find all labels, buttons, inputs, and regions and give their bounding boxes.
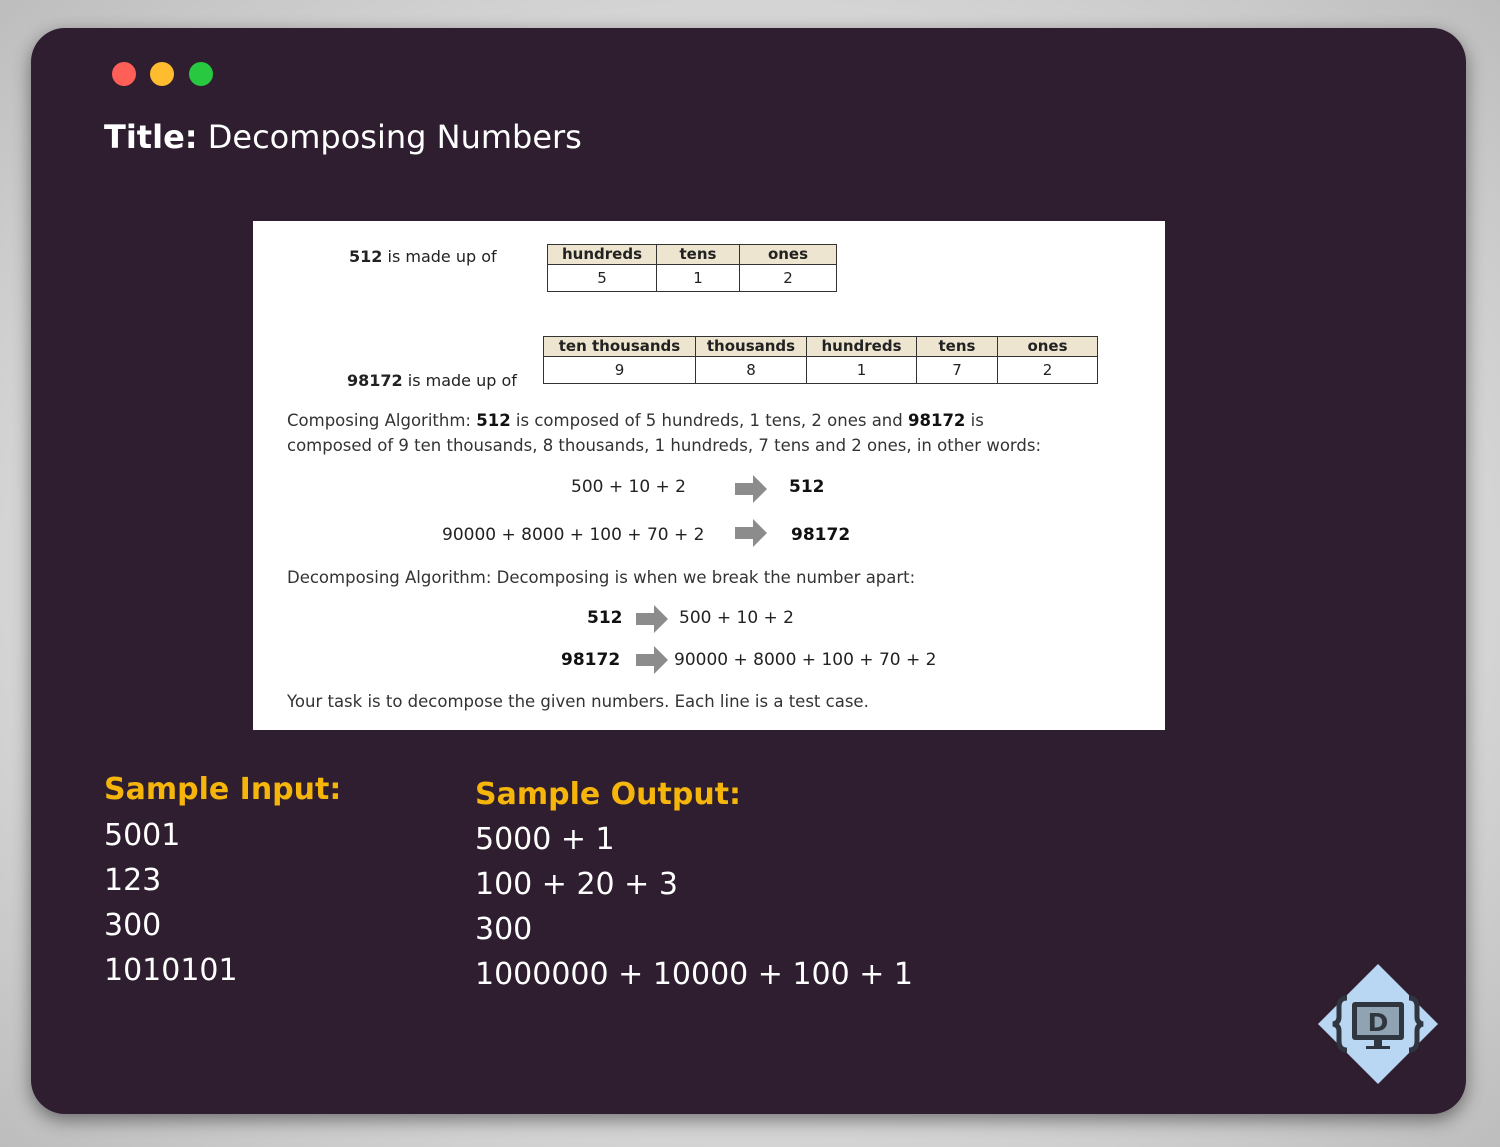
compose-expression-2: 90000 + 8000 + 100 + 70 + 2 <box>442 525 705 545</box>
window-maximize-icon[interactable] <box>189 62 213 86</box>
composing-text: is composed of 5 hundreds, 1 tens, 2 one… <box>510 411 908 430</box>
right-arrow-icon <box>735 475 767 503</box>
decompose-number-1: 512 <box>587 608 623 628</box>
svg-text:D: D <box>1368 1008 1389 1037</box>
decompose-number-2: 98172 <box>561 650 621 670</box>
decompose-expression-2: 90000 + 8000 + 100 + 70 + 2 <box>674 650 937 670</box>
table1-header: ones <box>739 244 837 265</box>
composing-paragraph-line1: Composing Algorithm: 512 is composed of … <box>287 408 984 433</box>
decompose-expression-1: 500 + 10 + 2 <box>679 608 794 628</box>
composing-text: is <box>965 411 984 430</box>
curly-braces-monitor-logo-icon: D <box>1318 964 1438 1084</box>
place-value-table-98172: ten thousands thousands hundreds tens on… <box>543 336 1098 384</box>
table2-cell: 1 <box>806 356 917 384</box>
compose-result-2: 98172 <box>791 525 851 545</box>
row2-suffix: is made up of <box>407 371 517 390</box>
right-arrow-icon <box>735 519 767 547</box>
sample-input-line: 300 <box>104 908 162 943</box>
table2-header: thousands <box>695 336 807 357</box>
title-label: Title: <box>104 118 198 156</box>
table2-header: ones <box>997 336 1098 357</box>
table2-header: ten thousands <box>543 336 696 357</box>
table1-cell: 1 <box>656 264 740 292</box>
sample-output-heading: Sample Output: <box>475 777 742 812</box>
table2-cell: 2 <box>997 356 1098 384</box>
table2-cell: 7 <box>916 356 998 384</box>
right-arrow-icon <box>636 605 668 633</box>
window-minimize-icon[interactable] <box>150 62 174 86</box>
compose-expression-1: 500 + 10 + 2 <box>571 477 686 497</box>
place-value-table-512: hundreds tens ones 5 1 2 <box>547 244 837 292</box>
table1-header: tens <box>656 244 740 265</box>
sample-input-line: 5001 <box>104 818 181 853</box>
composing-bold-number: 512 <box>476 411 511 430</box>
table2-cell: 8 <box>695 356 807 384</box>
table1-cell: 5 <box>547 264 657 292</box>
page-title: Title: Decomposing Numbers <box>104 118 582 156</box>
sample-output-line: 1000000 + 10000 + 100 + 1 <box>475 957 914 992</box>
decomposing-paragraph: Decomposing Algorithm: Decomposing is wh… <box>287 568 916 587</box>
table2-header: tens <box>916 336 998 357</box>
composing-paragraph-line2: composed of 9 ten thousands, 8 thousands… <box>287 436 1042 455</box>
sample-output-line: 300 <box>475 912 533 947</box>
row1-number: 512 <box>349 247 383 266</box>
table1-header: hundreds <box>547 244 657 265</box>
sample-input-heading: Sample Input: <box>104 772 342 807</box>
composing-text: Composing Algorithm: <box>287 411 477 430</box>
row2-number: 98172 <box>347 371 403 390</box>
row1-suffix: is made up of <box>387 247 497 266</box>
composing-bold-number: 98172 <box>908 411 966 430</box>
sample-output-line: 5000 + 1 <box>475 822 615 857</box>
window-close-icon[interactable] <box>112 62 136 86</box>
table2-cell: 9 <box>543 356 696 384</box>
table1-cell: 2 <box>739 264 837 292</box>
table2-header: hundreds <box>806 336 917 357</box>
sample-input-line: 1010101 <box>104 953 238 988</box>
sample-input-line: 123 <box>104 863 162 898</box>
sample-output-line: 100 + 20 + 3 <box>475 867 678 902</box>
compose-result-1: 512 <box>789 477 825 497</box>
row1-label: 512 is made up of <box>349 247 497 266</box>
problem-statement-image: 512 is made up of hundreds tens ones 5 1… <box>253 221 1165 730</box>
row2-label: 98172 is made up of <box>347 371 517 390</box>
title-text: Decomposing Numbers <box>207 118 582 156</box>
task-description: Your task is to decompose the given numb… <box>287 692 869 711</box>
right-arrow-icon <box>636 646 668 674</box>
